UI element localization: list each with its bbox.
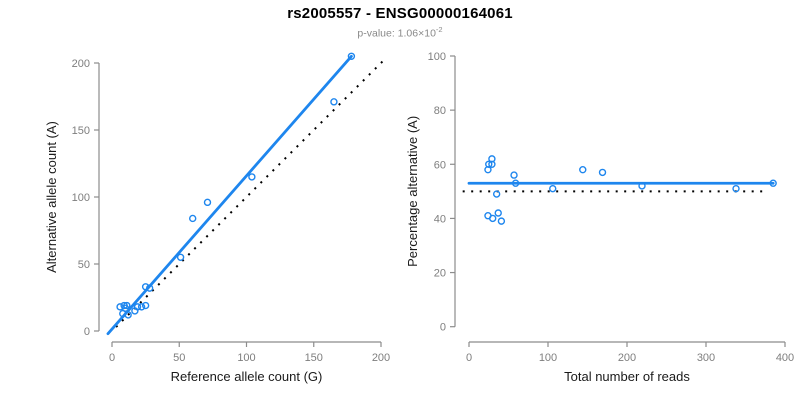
data-point (145, 284, 154, 292)
plot-subtitle: p-value: 1.06×10-2 (0, 25, 800, 40)
data-point (485, 160, 493, 168)
left-panel: 0 50 100 150 200 0 50 100 150 200 Reference allele… (44, 52, 390, 384)
y-tick-label: 80 (434, 105, 446, 117)
y-tick-label: 200 (72, 58, 90, 70)
y-axis-title: Percentage alternative (A) (405, 116, 420, 267)
y-tick-label: 150 (72, 125, 90, 137)
reference-dotted-line (115, 56, 388, 328)
data-point (176, 253, 185, 261)
x-axis-title: Reference allele count (G) (171, 369, 323, 384)
x-tick-label: 400 (776, 352, 794, 364)
y-tick-label: 0 (440, 322, 446, 334)
data-point (492, 190, 501, 198)
x-tick-label: 100 (539, 352, 557, 364)
x-tick-label: 150 (305, 352, 323, 364)
data-point (137, 303, 146, 311)
data-point (188, 214, 197, 223)
y-tick-label: 60 (434, 159, 446, 171)
y-tick-label: 40 (434, 213, 446, 225)
x-tick-label: 0 (466, 352, 472, 364)
data-point (133, 303, 142, 311)
x-tick-label: 300 (697, 352, 715, 364)
data-point (488, 160, 496, 168)
y-tick-label: 20 (434, 268, 446, 280)
y-tick-label: 100 (428, 51, 446, 63)
x-tick-label: 200 (372, 352, 390, 364)
pvalue-text: p-value: 1.06×10 (357, 27, 436, 40)
pvalue-exponent: -2 (435, 25, 443, 34)
x-tick-label: 100 (237, 352, 255, 364)
data-point (732, 184, 740, 193)
fit-line (106, 54, 353, 336)
data-point (330, 98, 338, 106)
data-point (124, 311, 132, 319)
data-point (510, 171, 518, 179)
data-point (598, 168, 607, 177)
y-tick-label: 50 (78, 259, 90, 271)
y-axis-title: Alternative allele count (A) (44, 121, 59, 273)
data-point (141, 283, 150, 291)
data-point (638, 182, 646, 190)
data-point (494, 209, 502, 217)
x-tick-label: 0 (109, 352, 115, 364)
y-tick-label: 0 (84, 326, 90, 338)
data-point (579, 165, 587, 174)
data-point (248, 173, 256, 181)
data-point (769, 179, 777, 187)
y-tick-label: 100 (72, 192, 90, 204)
right-panel: 0 20 40 60 80 100 0 100 200 300 400 Total number of… (405, 51, 794, 384)
data-point (549, 184, 557, 193)
data-point (203, 198, 212, 207)
x-axis-title: Total number of reads (564, 369, 690, 384)
data-point (141, 301, 150, 310)
x-tick-label: 200 (618, 352, 636, 364)
data-point (489, 214, 497, 223)
plot-title: rs2005557 - ENSG00000164061 (287, 5, 513, 22)
data-point (511, 179, 520, 187)
data-point (347, 52, 356, 60)
x-tick-label: 50 (173, 352, 185, 364)
data-point (497, 217, 506, 225)
